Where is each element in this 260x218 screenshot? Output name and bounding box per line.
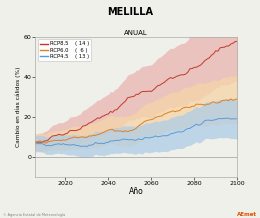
Text: © Agencia Estatal de Meteorología: © Agencia Estatal de Meteorología <box>3 213 65 217</box>
Title: ANUAL: ANUAL <box>124 30 148 36</box>
Legend: RCP8.5    ( 14 ), RCP6.0    (  6 ), RCP4.5    ( 13 ): RCP8.5 ( 14 ), RCP6.0 ( 6 ), RCP4.5 ( 13… <box>38 39 92 61</box>
Text: AEmet: AEmet <box>237 212 257 217</box>
X-axis label: Año: Año <box>129 187 144 196</box>
Text: MELILLA: MELILLA <box>107 7 153 17</box>
Y-axis label: Cambio en días cálidos (%): Cambio en días cálidos (%) <box>15 66 21 147</box>
